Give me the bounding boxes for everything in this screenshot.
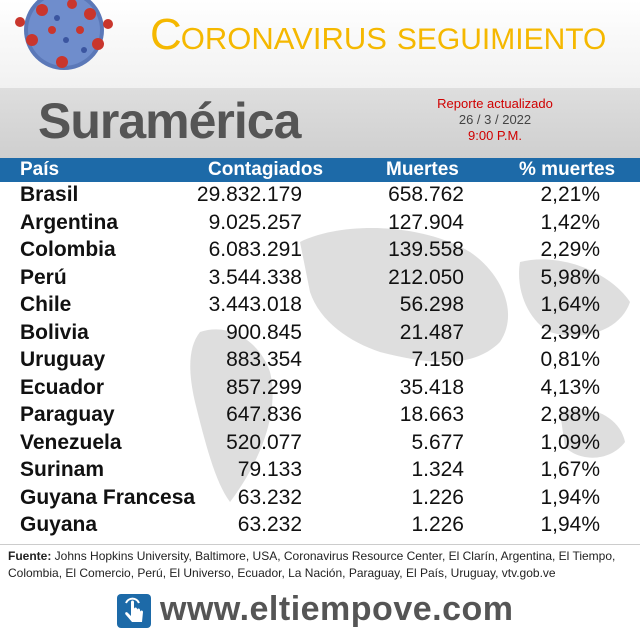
table-row: Brasil 29.832.179 658.762 2,21%	[0, 182, 640, 210]
cell-infected: 3.544.338	[208, 265, 302, 289]
cell-death-rate: 1,42%	[540, 210, 600, 234]
table-row: Bolivia 900.845 21.487 2,39%	[0, 320, 640, 348]
cell-deaths: 212.050	[388, 265, 464, 289]
cell-country: Venezuela	[20, 430, 122, 454]
cell-infected: 63.232	[237, 485, 302, 509]
cell-country: Surinam	[20, 458, 105, 481]
column-header-country: País	[20, 159, 60, 180]
app-title: CORONAVIRUS SEGUIMIENTO	[150, 10, 606, 60]
cell-country: Argentina	[20, 210, 119, 234]
cell-infected: 9.025.257	[208, 210, 302, 234]
table-row: Venezuela 520.077 5.677 1,09%	[0, 430, 640, 458]
cell-infected: 79.133	[237, 458, 302, 481]
cell-death-rate: 1,09%	[540, 430, 600, 454]
cell-country: Uruguay	[20, 348, 106, 371]
table-row: Argentina 9.025.257 127.904 1,42%	[0, 210, 640, 238]
title-initial: C	[150, 10, 182, 59]
cell-infected: 900.845	[226, 320, 302, 344]
title-subtitle: SEGUIMIENTO	[396, 23, 607, 56]
header-bar: CORONAVIRUS SEGUIMIENTO	[0, 0, 640, 88]
source-note: Fuente: Johns Hopkins University, Baltim…	[8, 548, 632, 582]
world-map-background	[190, 228, 630, 502]
cell-death-rate: 1,94%	[540, 485, 600, 509]
cell-deaths: 56.298	[399, 293, 464, 316]
table-header: País Contagiados Muertes % muertes	[0, 158, 640, 182]
cell-country: Guyana Francesa	[20, 485, 196, 509]
cell-death-rate: 2,21%	[540, 183, 600, 206]
report-info: Reporte actualizado 26 / 3 / 2022 9:00 P…	[410, 96, 580, 144]
cell-deaths: 139.558	[388, 238, 464, 261]
website-link[interactable]: www.eltiempove.com	[160, 590, 514, 628]
report-label: Reporte actualizado	[437, 96, 553, 111]
cell-deaths: 1.324	[411, 458, 464, 481]
touch-hand-icon[interactable]	[117, 594, 151, 628]
column-header-death-rate: % muertes	[519, 159, 616, 180]
cell-infected: 63.232	[237, 513, 302, 536]
table-row: Perú 3.544.338 212.050 5,98%	[0, 265, 640, 293]
title-main: ORONAVIRUS	[180, 21, 387, 56]
cell-death-rate: 1,67%	[540, 458, 600, 481]
table-row: Colombia 6.083.291 139.558 2,29%	[0, 237, 640, 265]
cell-infected: 647.836	[226, 403, 302, 426]
cell-deaths: 1.226	[411, 485, 464, 509]
cell-country: Perú	[20, 265, 67, 289]
table-row: Uruguay 883.354 7.150 0,81%	[0, 347, 640, 375]
column-header-infected: Contagiados	[208, 159, 324, 180]
cell-infected: 29.832.179	[196, 183, 302, 206]
region-band	[0, 88, 640, 158]
region-title: Suramérica	[38, 93, 301, 149]
cell-country: Paraguay	[20, 403, 115, 426]
column-header-deaths: Muertes	[386, 159, 459, 180]
cell-infected: 520.077	[226, 430, 302, 454]
report-date: 26 / 3 / 2022	[458, 112, 532, 127]
cell-country: Chile	[20, 293, 72, 316]
cell-death-rate: 5,98%	[540, 265, 600, 289]
cell-infected: 6.083.291	[208, 238, 302, 261]
virus-illustration	[15, 0, 113, 70]
cell-country: Ecuador	[20, 375, 105, 399]
report-time: 9:00 P.M.	[468, 128, 522, 143]
cell-death-rate: 0,81%	[540, 348, 600, 371]
cell-infected: 857.299	[226, 375, 302, 399]
table-row: Ecuador 857.299 35.418 4,13%	[0, 375, 640, 403]
cell-deaths: 18.663	[399, 403, 464, 426]
cell-deaths: 7.150	[411, 348, 464, 371]
cell-country: Guyana	[20, 513, 98, 536]
footer	[0, 584, 640, 640]
cell-deaths: 5.677	[411, 430, 464, 454]
table-row: Surinam 79.133 1.324 1,67%	[0, 457, 640, 485]
cell-country: Colombia	[20, 238, 116, 261]
source-label: Fuente:	[8, 549, 52, 563]
cell-deaths: 658.762	[388, 183, 464, 206]
table-row: Chile 3.443.018 56.298 1,64%	[0, 292, 640, 320]
cell-death-rate: 2,39%	[540, 320, 600, 344]
cell-death-rate: 4,13%	[540, 375, 600, 399]
cell-death-rate: 1,64%	[540, 293, 600, 316]
table-row: Paraguay 647.836 18.663 2,88%	[0, 402, 640, 430]
cell-deaths: 21.487	[399, 320, 464, 344]
cell-infected: 3.443.018	[208, 293, 302, 316]
cell-death-rate: 2,29%	[540, 238, 600, 261]
cell-deaths: 127.904	[388, 210, 464, 234]
cell-country: Bolivia	[20, 320, 89, 344]
table-row: Guyana 63.232 1.226 1,94%	[0, 512, 640, 540]
country-table: Brasil 29.832.179 658.762 2,21% Argentina 9.0…	[0, 182, 640, 540]
source-text: Johns Hopkins University, Baltimore, USA…	[8, 549, 616, 580]
cell-deaths: 35.418	[399, 375, 464, 399]
cell-death-rate: 1,94%	[540, 513, 600, 536]
table-row: Guyana Francesa 63.232 1.226 1,94%	[0, 485, 640, 513]
cell-deaths: 1.226	[411, 513, 464, 536]
cell-country: Brasil	[20, 183, 79, 206]
cell-death-rate: 2,88%	[540, 403, 600, 426]
cell-infected: 883.354	[226, 348, 302, 371]
divider	[0, 544, 640, 545]
